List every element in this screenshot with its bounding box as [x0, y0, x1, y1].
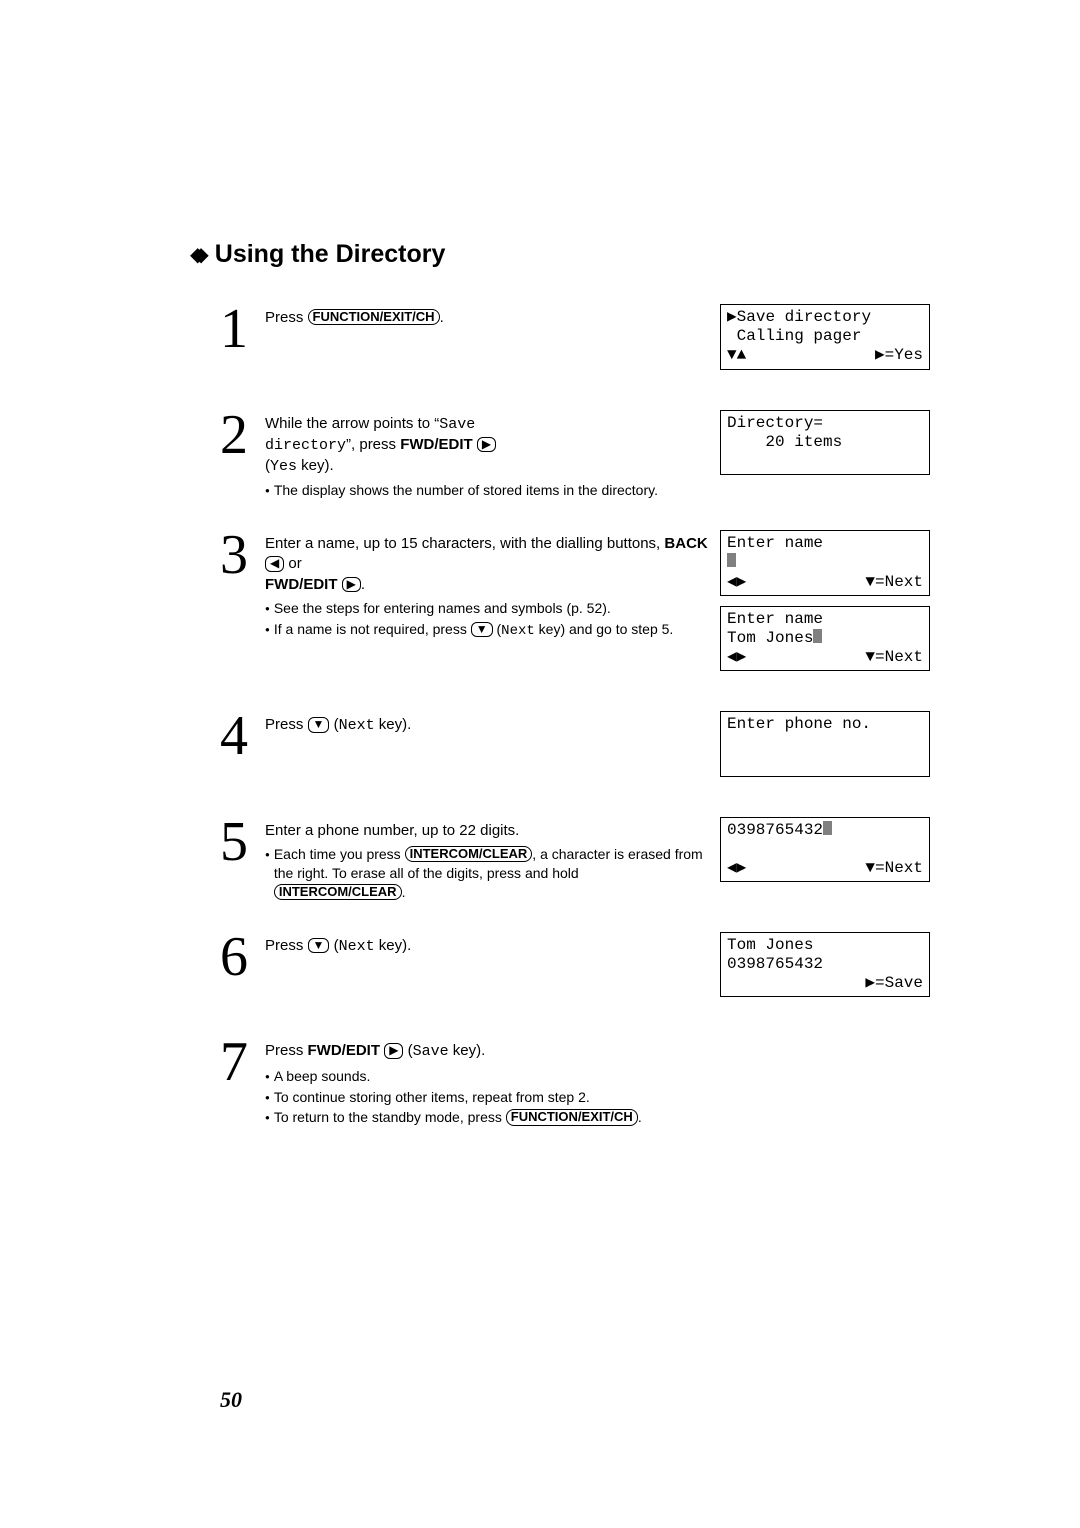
down-arrow-key: ▼: [308, 938, 330, 953]
left-arrow-key: ◀: [265, 556, 284, 571]
right-arrow-key: ▶: [384, 1043, 403, 1058]
step-body: Press FWD/EDIT ▶ (Save key). A beep soun…: [265, 1037, 930, 1127]
down-arrow-key: ▼: [308, 717, 330, 732]
step-body: Press ▼ (Next key).: [265, 711, 708, 736]
lcd-display: Enter phone no.: [720, 711, 930, 777]
step-body: Enter a name, up to 15 characters, with …: [265, 530, 708, 641]
step-number: 5: [220, 817, 265, 867]
lcd-display: Enter name Tom Jones ◀▶▼=Next: [720, 606, 930, 672]
lcd-display: Tom Jones 0398765432 ▶=Save: [720, 932, 930, 998]
step-1: 1 Press FUNCTION/EXIT/CH. ▶Save director…: [220, 304, 930, 380]
step-5: 5 Enter a phone number, up to 22 digits.…: [220, 817, 930, 902]
step-2: 2 While the arrow points to “Save direct…: [220, 410, 930, 501]
step-number: 7: [220, 1037, 265, 1087]
step-number: 3: [220, 530, 265, 580]
step-number: 1: [220, 304, 265, 354]
step-number: 2: [220, 410, 265, 460]
function-exit-ch-key: FUNCTION/EXIT/CH: [308, 309, 440, 325]
step-3: 3 Enter a name, up to 15 characters, wit…: [220, 530, 930, 681]
step-body: Press FUNCTION/EXIT/CH.: [265, 304, 708, 328]
step-4: 4 Press ▼ (Next key). Enter phone no.: [220, 711, 930, 787]
step-number: 6: [220, 932, 265, 982]
lcd-display: Enter name ◀▶▼=Next: [720, 530, 930, 596]
section-heading: ◆◆ Using the Directory: [190, 240, 930, 269]
step-body: Enter a phone number, up to 22 digits. E…: [265, 817, 708, 902]
lcd-display: 0398765432 ◀▶▼=Next: [720, 817, 930, 883]
step-6: 6 Press ▼ (Next key). Tom Jones 03987654…: [220, 932, 930, 1008]
diamond-icon: ◆◆: [190, 242, 197, 267]
step-7: 7 Press FWD/EDIT ▶ (Save key). A beep so…: [220, 1037, 930, 1127]
intercom-clear-key: INTERCOM/CLEAR: [274, 884, 402, 900]
lcd-display: Directory= 20 items: [720, 410, 930, 476]
right-arrow-key: ▶: [477, 437, 496, 452]
cursor-icon: [813, 629, 822, 643]
down-arrow-key: ▼: [471, 622, 493, 637]
intercom-clear-key: INTERCOM/CLEAR: [405, 846, 533, 862]
cursor-icon: [823, 821, 832, 835]
function-exit-ch-key: FUNCTION/EXIT/CH: [506, 1109, 638, 1125]
step-body: Press ▼ (Next key).: [265, 932, 708, 957]
cursor-icon: [727, 553, 736, 567]
right-arrow-key: ▶: [342, 577, 361, 592]
page-title: Using the Directory: [215, 240, 446, 269]
lcd-display: ▶Save directory Calling pager ▼▲▶=Yes: [720, 304, 930, 370]
page-number: 50: [220, 1387, 242, 1413]
step-number: 4: [220, 711, 265, 761]
step-body: While the arrow points to “Save director…: [265, 410, 708, 501]
